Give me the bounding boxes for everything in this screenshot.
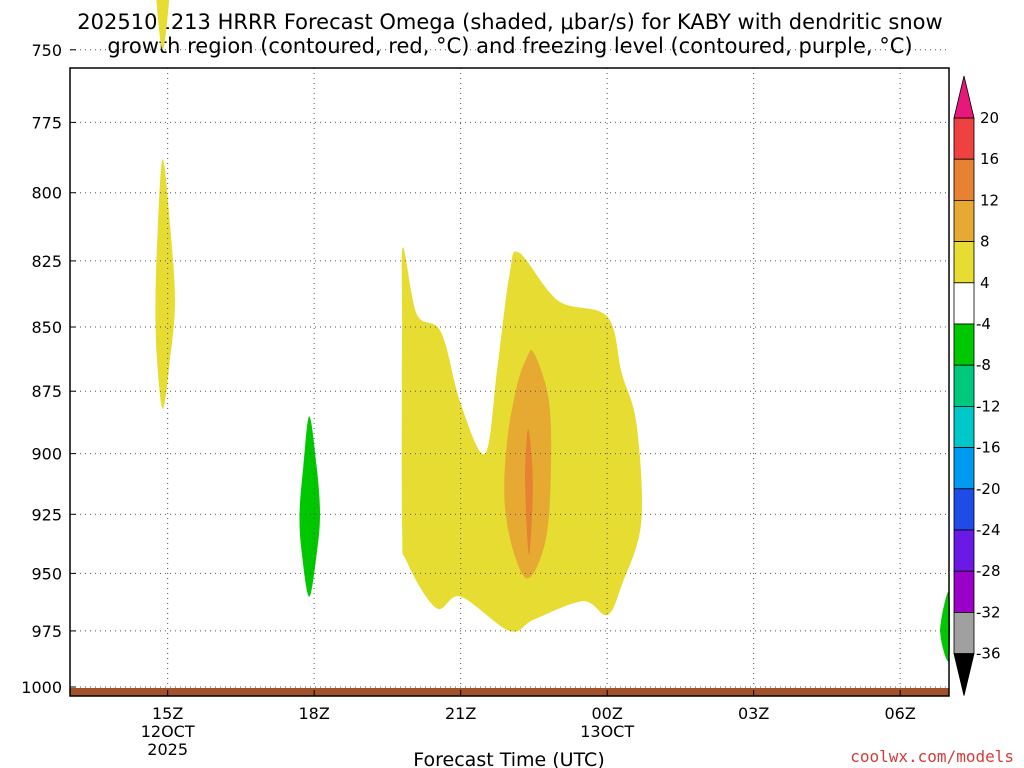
y-tick-label-975: 975 [31, 622, 62, 641]
colorbar-label-13: -32 [976, 603, 1001, 621]
terrain [70, 688, 949, 696]
x-tick-label-03Z: 03Z [738, 704, 769, 723]
colorbar-bin-11 [953, 529, 975, 572]
y-tick-label-950: 950 [31, 564, 62, 583]
x-tick-label-18Z: 18Z [299, 704, 330, 723]
x-tick-label-00Z: 00Z [592, 704, 623, 723]
y-axis: 5255505756006256506757007257507758008258… [21, 41, 76, 697]
y-tick-label-850: 850 [31, 318, 62, 337]
colorbar-label-14: -36 [976, 645, 1001, 663]
colorbar-bin-9 [953, 447, 975, 490]
omega-shading [155, 0, 951, 662]
colorbar-bin-3 [953, 199, 975, 242]
y-tick-label-775: 775 [31, 113, 62, 132]
omega-region-7 [940, 591, 951, 662]
credit-text: coolwx.com/models [850, 747, 1014, 766]
y-tick-label-750: 750 [31, 41, 62, 60]
x-tick-date-15Z: 12OCT [141, 722, 195, 741]
colorbar-label-7: -8 [976, 356, 991, 374]
colorbar-label-3: 12 [980, 191, 999, 209]
x-tick-label-15Z: 15Z [152, 704, 183, 723]
y-tick-label-825: 825 [31, 252, 62, 271]
colorbar-bottom-arrow [953, 653, 975, 696]
colorbar-label-11: -24 [976, 521, 1001, 539]
colorbar-bin-12 [953, 570, 975, 613]
y-tick-label-800: 800 [31, 184, 62, 203]
x-tick-date-00Z: 13OCT [580, 722, 634, 741]
colorbar-bin-10 [953, 488, 975, 531]
x-tick-year-15Z: 2025 [147, 740, 188, 759]
chart-title-line2: growth region (contoured, red, °C) and f… [107, 34, 912, 58]
x-axis-title: Forecast Time (UTC) [413, 749, 604, 768]
colorbar-label-2: 16 [980, 150, 999, 168]
colorbar-label-10: -20 [976, 480, 1001, 498]
omega-region-6 [525, 428, 533, 555]
y-tick-label-1000: 1000 [21, 678, 62, 697]
colorbar-bin-1 [953, 117, 975, 160]
omega-region-1 [156, 0, 170, 50]
colorbar-bin-4 [953, 241, 975, 284]
colorbar-label-4: 8 [980, 233, 990, 251]
colorbar-bin-2 [953, 158, 975, 201]
y-tick-label-900: 900 [31, 445, 62, 464]
colorbar-label-1: 20 [980, 109, 999, 127]
colorbar-bin-6 [953, 323, 975, 366]
colorbar-label-5: 4 [980, 274, 990, 292]
colorbar-label-9: -16 [976, 439, 1001, 457]
colorbar-top-arrow [953, 75, 975, 119]
terrain-strip [70, 688, 949, 696]
y-tick-label-925: 925 [31, 505, 62, 524]
colorbar-bin-5 [953, 282, 975, 325]
x-tick-label-21Z: 21Z [445, 704, 476, 723]
chart-title-line1: 2025101213 HRRR Forecast Omega (shaded, … [77, 10, 942, 34]
colorbar-bin-8 [953, 405, 975, 448]
colorbar-label-8: -12 [976, 397, 1001, 415]
plot-frame [69, 67, 950, 697]
colorbar-bin-13 [953, 612, 975, 655]
colorbar-label-6: -4 [976, 315, 991, 333]
x-tick-label-06Z: 06Z [885, 704, 916, 723]
y-tick-label-875: 875 [31, 382, 62, 401]
colorbar: 20 16 12 8 4 -4 -8 -12 -16 -20 -24 -28 -32 -36 [953, 75, 1001, 696]
omega-region-3 [299, 416, 320, 597]
colorbar-bin-7 [953, 364, 975, 407]
omega-region-2 [155, 159, 175, 409]
colorbar-label-12: -28 [976, 562, 1001, 580]
